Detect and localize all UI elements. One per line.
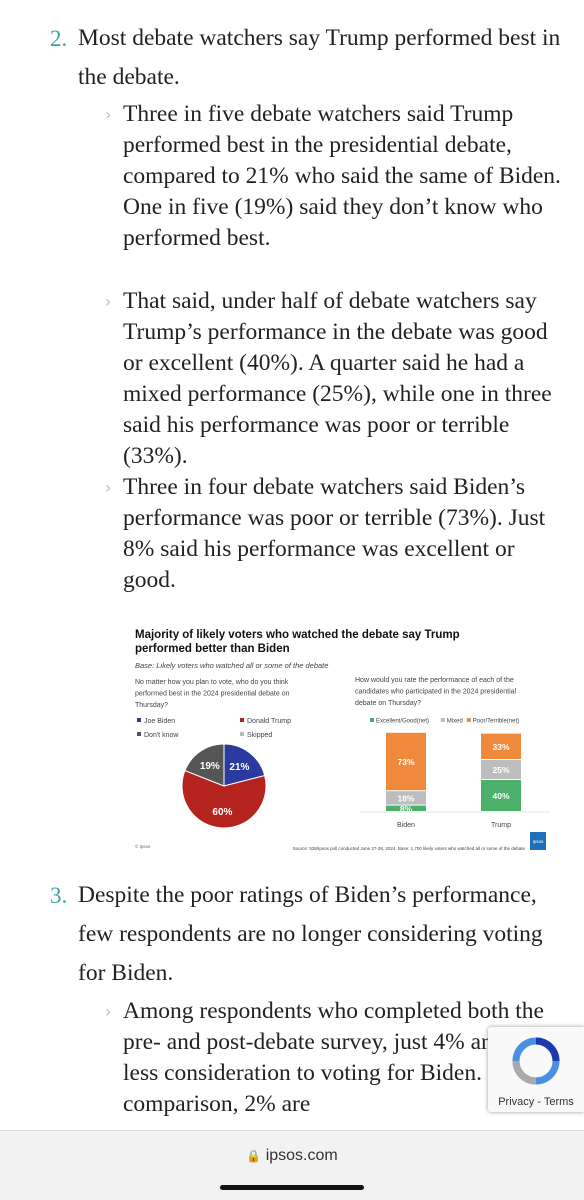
bullet-marker: › <box>105 105 112 124</box>
slice-label: 19% <box>200 761 220 772</box>
chart-title: Majority of likely voters who watched th… <box>135 629 460 655</box>
legend-label: Joe Biden <box>144 718 175 725</box>
bar-question: How would you rate the performance of ea… <box>355 677 517 707</box>
chart-image: Majority of likely voters who watched th… <box>115 618 559 862</box>
pie-question: No matter how you plan to vote, who do y… <box>135 679 290 709</box>
url-text: ipsos.com <box>265 1147 338 1164</box>
recaptcha-icon <box>512 1037 560 1085</box>
bullet-marker: › <box>105 478 112 497</box>
source: Source: 538/Ipsos poll conducted June 27… <box>293 846 526 851</box>
legend-label: Donald Trump <box>247 718 291 725</box>
category-label: Biden <box>397 822 415 829</box>
logo: Ipsos <box>533 839 545 844</box>
legend-label: Skipped <box>247 732 272 739</box>
pie-slice <box>184 743 225 787</box>
legend-label: Mixed <box>447 719 463 725</box>
bullet-marker: › <box>105 1002 112 1021</box>
legend-label: Don't know <box>144 732 179 739</box>
bar-segment <box>386 791 426 805</box>
legend-swatch <box>370 718 374 722</box>
legend-swatch <box>137 718 141 722</box>
lock-icon: 🔒 <box>246 1149 262 1163</box>
segment-label: 25% <box>492 765 509 775</box>
bar-segment <box>481 760 521 779</box>
segment-label: 40% <box>492 791 509 801</box>
bar-segment <box>481 780 521 811</box>
list-heading: Most debate watchers say Trump performed… <box>78 25 561 90</box>
list-heading: Despite the poor ratings of Biden’s perf… <box>78 882 543 986</box>
logo-box <box>530 832 546 850</box>
pie-slice <box>181 769 267 829</box>
bar-segment <box>481 733 521 759</box>
home-indicator <box>220 1185 364 1190</box>
legend-swatch <box>137 732 141 736</box>
segment-label: 73% <box>397 757 414 767</box>
recaptcha-badge[interactable]: Privacy - Terms <box>488 1027 584 1112</box>
segment-label: 8% <box>400 804 413 814</box>
copyright: © Ipsos <box>135 843 151 849</box>
url[interactable]: 🔒 ipsos.com <box>0 1147 584 1165</box>
list-number: 2. <box>50 26 68 51</box>
segment-label: 33% <box>492 742 509 752</box>
legend-swatch <box>466 718 471 722</box>
browser-bar: 🔒 ipsos.com <box>0 1130 584 1200</box>
bullet-body: Three in five debate watchers said Trump… <box>123 101 561 251</box>
pie-slice <box>223 743 266 787</box>
list-number: 3. <box>50 883 68 908</box>
bullet-marker: › <box>105 292 112 311</box>
category-label: Trump <box>491 822 511 829</box>
legend-swatch <box>240 732 244 736</box>
chart-base: Base: Likely voters who watched all or s… <box>135 661 328 670</box>
legend-label: Poor/Terrible(net) <box>473 719 519 725</box>
segment-label: 18% <box>397 793 414 803</box>
bar-segment <box>386 805 426 811</box>
recaptcha-links[interactable]: Privacy - Terms <box>498 1096 574 1108</box>
bullet-text: › That said, under half of debate watcher… <box>105 286 568 472</box>
legend-swatch <box>440 718 445 722</box>
bullet-body: Three in four debate watchers said Biden… <box>123 474 546 593</box>
legend-label: Excellent/Good(net) <box>376 719 429 725</box>
bullet-body: That said, under half of debate watchers… <box>123 288 552 469</box>
slice-label: 21% <box>229 762 249 773</box>
bullet-text: › Three in four debate watchers said Bide… <box>105 472 568 596</box>
slice-label: 60% <box>212 807 232 818</box>
legend-swatch <box>240 718 244 722</box>
bullet-text: › Three in five debate watchers said Trum… <box>105 99 568 254</box>
bar-segment <box>386 732 426 791</box>
